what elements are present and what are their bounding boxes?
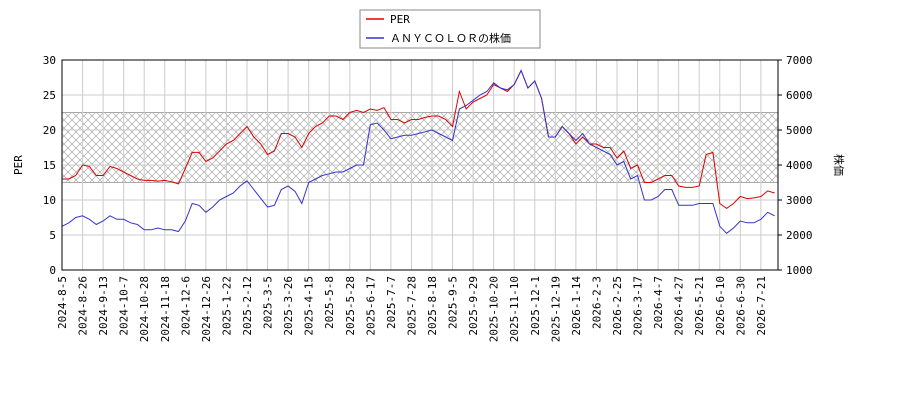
x-tick-label: 2025-1-22: [220, 276, 233, 336]
x-tick-label: 2026-6-10: [714, 276, 727, 336]
series-line: [61, 69, 775, 234]
x-tick-label: 2025-7-28: [405, 276, 418, 336]
x-tick-label: 2025-12-1: [529, 276, 542, 336]
x-tick-label: 2024-10-28: [138, 276, 151, 342]
series-line: [62, 69, 775, 210]
legend-label: ＡＮＹＣＯＬＯＲの株価: [390, 31, 511, 45]
x-tick-label: 2024-8-26: [77, 276, 90, 336]
x-tick-label: 2026-1-14: [570, 276, 583, 336]
y2-tick-label: 3000: [786, 194, 813, 207]
x-tick-label: 2025-4-15: [303, 276, 316, 336]
x-tick-label: 2024-11-18: [159, 276, 172, 342]
legend-label: PER: [390, 13, 410, 26]
x-tick-label: 2024-8-5: [56, 276, 69, 329]
range-band: [61, 112, 779, 183]
y-tick-label: 30: [43, 54, 56, 67]
y-tick-label: 20: [43, 124, 56, 137]
y-tick-label: 15: [43, 159, 56, 172]
x-tick-label: 2025-5-28: [344, 276, 357, 336]
y2-tick-label: 2000: [786, 229, 813, 242]
y2-tick-label: 5000: [786, 124, 813, 137]
x-tick-label: 2025-11-10: [508, 276, 521, 342]
x-tick-label: 2024-9-13: [97, 276, 110, 336]
y2-tick-label: 1000: [786, 264, 813, 277]
y2-axis-label: 株価: [832, 154, 846, 176]
x-tick-label: 2025-7-7: [385, 276, 398, 329]
x-tick-label: 2026-4-27: [673, 276, 686, 336]
x-tick-label: 2026-7-21: [755, 276, 768, 336]
x-tick-label: 2026-3-17: [632, 276, 645, 336]
y2-tick-label: 6000: [786, 89, 813, 102]
x-tick-label: 2025-9-5: [447, 276, 460, 329]
x-tick-label: 2025-6-17: [364, 276, 377, 336]
x-tick-label: 2026-5-21: [693, 276, 706, 336]
x-tick-label: 2026-2-25: [611, 276, 624, 336]
x-tick-label: 2024-10-7: [118, 276, 131, 336]
x-tick-label: 2026-4-7: [652, 276, 665, 329]
y-tick-label: 10: [43, 194, 56, 207]
x-tick-label: 2025-3-5: [262, 276, 275, 329]
x-tick-label: 2025-2-12: [241, 276, 254, 336]
y-axis-label: PER: [12, 155, 25, 175]
x-tick-label: 2025-10-20: [488, 276, 501, 342]
legend: PER ＡＮＹＣＯＬＯＲの株価: [359, 9, 541, 49]
y2-tick-label: 7000: [786, 54, 813, 67]
x-tick-label: 2025-8-18: [426, 276, 439, 336]
x-tick-label: 2025-12-19: [549, 276, 562, 342]
y-tick-label: 5: [49, 229, 56, 242]
x-tick-label: 2024-12-26: [200, 276, 213, 342]
x-tick-label: 2026-2-3: [590, 276, 603, 329]
x-tick-label: 2025-9-29: [467, 276, 480, 336]
y-tick-label: 25: [43, 89, 56, 102]
x-tick-label: 2024-12-6: [179, 276, 192, 336]
x-tick-label: 2025-5-8: [323, 276, 336, 329]
y2-tick-label: 4000: [786, 159, 813, 172]
x-tick-label: 2025-3-26: [282, 276, 295, 336]
y-tick-label: 0: [49, 264, 56, 277]
x-tick-label: 2026-6-30: [734, 276, 747, 336]
